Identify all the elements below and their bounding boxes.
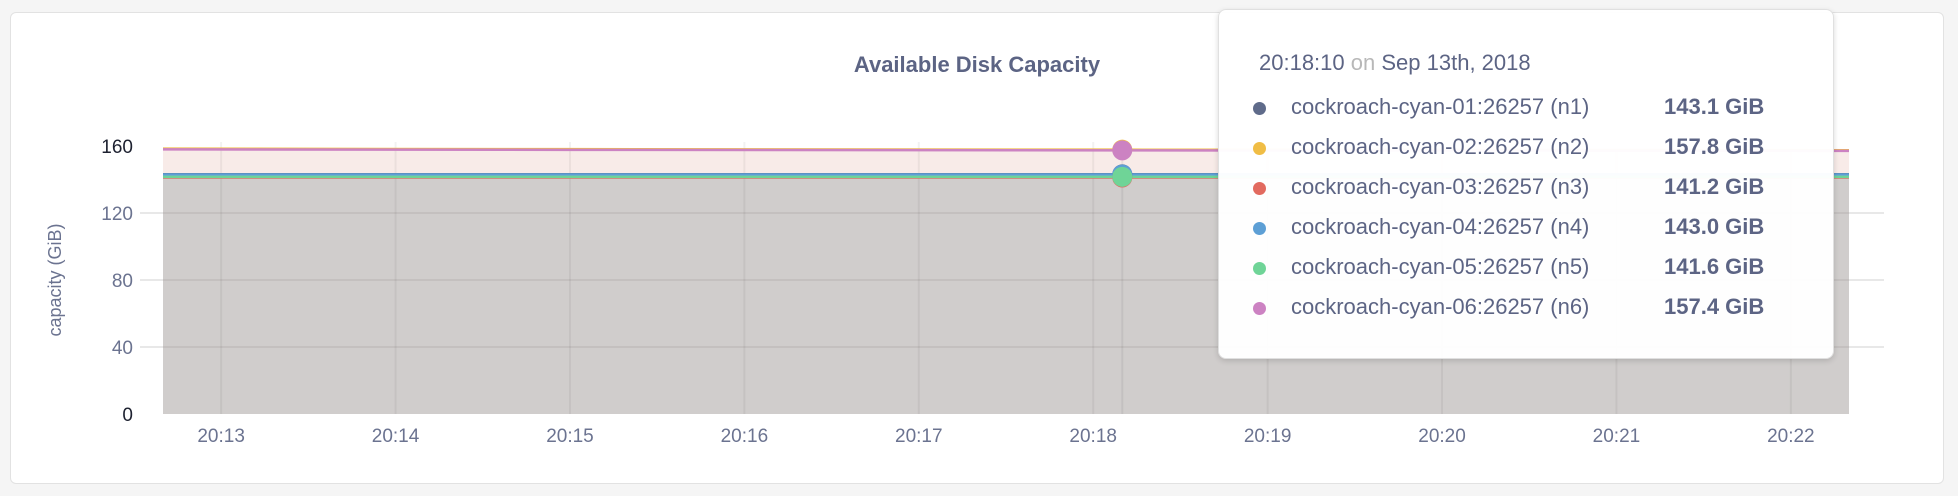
tooltip-row: cockroach-cyan-05:26257 (n5) 141.6 GiB [1253,254,1813,284]
y-tick-label: 80 [112,271,133,292]
x-tick-label: 20:18 [1069,426,1117,447]
tooltip-date: Sep 13th, 2018 [1381,50,1531,75]
x-tick-label: 20:20 [1418,426,1466,447]
y-tick-label: 160 [101,137,133,158]
hover-tooltip: 20:18:10 on Sep 13th, 2018 cockroach-cya… [1218,9,1834,359]
tooltip-series-name: cockroach-cyan-02:26257 (n2) [1291,134,1590,159]
tooltip-series-value: 141.6 GiB [1664,254,1765,279]
tooltip-row: cockroach-cyan-04:26257 (n4) 143.0 GiB [1253,214,1813,244]
x-tick-label: 20:14 [372,426,420,447]
series-color-dot-icon [1253,302,1266,315]
tooltip-series-value: 143.0 GiB [1664,214,1765,239]
series-color-dot-icon [1253,182,1266,195]
tooltip-series-name: cockroach-cyan-05:26257 (n5) [1291,254,1590,279]
x-tick-label: 20:19 [1244,426,1292,447]
y-tick-label: 120 [101,204,133,225]
tooltip-series-name: cockroach-cyan-06:26257 (n6) [1291,294,1590,319]
tooltip-row: cockroach-cyan-06:26257 (n6) 157.4 GiB [1253,294,1813,324]
tooltip-row: cockroach-cyan-01:26257 (n1) 143.1 GiB [1253,94,1813,124]
series-color-dot-icon [1253,262,1266,275]
tooltip-series-name: cockroach-cyan-03:26257 (n3) [1291,174,1590,199]
x-tick-label: 20:16 [721,426,769,447]
y-tick-label: 0 [122,405,133,426]
x-tick-label: 20:17 [895,426,943,447]
series-color-dot-icon [1253,222,1266,235]
series-color-dot-icon [1253,142,1266,155]
tooltip-time: 20:18:10 [1259,50,1345,75]
x-tick-label: 20:15 [546,426,594,447]
tooltip-series-value: 141.2 GiB [1664,174,1765,199]
x-tick-label: 20:21 [1593,426,1641,447]
tooltip-series-name: cockroach-cyan-01:26257 (n1) [1291,94,1590,119]
x-tick-label: 20:13 [197,426,245,447]
chart-title: Available Disk Capacity [854,52,1101,77]
tooltip-header: 20:18:10 on Sep 13th, 2018 [1259,50,1531,76]
hover-point [1112,166,1133,187]
tooltip-series-value: 143.1 GiB [1664,94,1765,119]
y-axis-label: capacity (GiB) [45,223,65,336]
x-tick-label: 20:22 [1767,426,1815,447]
tooltip-series-value: 157.8 GiB [1664,134,1765,159]
hover-point [1112,140,1133,161]
y-tick-label: 40 [112,338,133,359]
tooltip-row: cockroach-cyan-03:26257 (n3) 141.2 GiB [1253,174,1813,204]
series-color-dot-icon [1253,102,1266,115]
tooltip-row: cockroach-cyan-02:26257 (n2) 157.8 GiB [1253,134,1813,164]
tooltip-series-name: cockroach-cyan-04:26257 (n4) [1291,214,1590,239]
tooltip-series-value: 157.4 GiB [1664,294,1765,319]
tooltip-on: on [1350,50,1376,75]
